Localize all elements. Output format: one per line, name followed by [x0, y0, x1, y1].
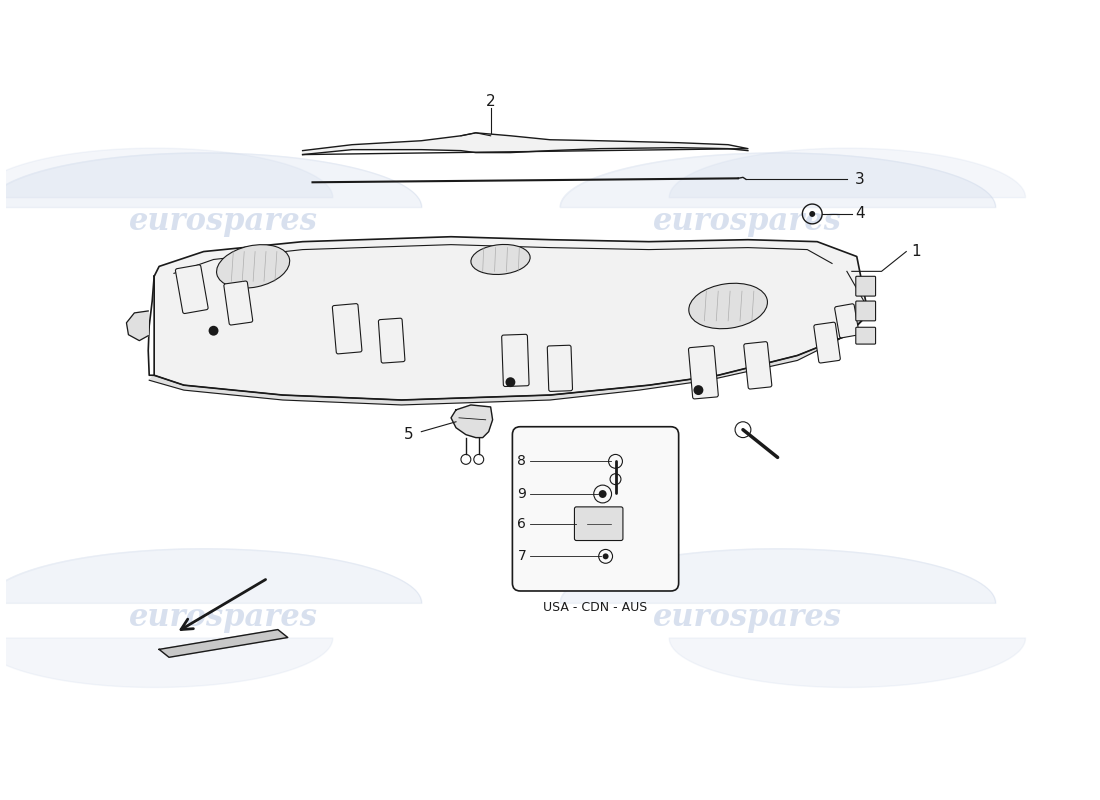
- Text: eurospares: eurospares: [653, 602, 843, 634]
- Polygon shape: [160, 630, 288, 658]
- Text: eurospares: eurospares: [129, 602, 318, 634]
- Circle shape: [598, 490, 606, 498]
- FancyBboxPatch shape: [835, 304, 859, 338]
- FancyBboxPatch shape: [856, 301, 876, 321]
- Text: 4: 4: [855, 206, 865, 222]
- Polygon shape: [451, 405, 493, 438]
- Polygon shape: [154, 237, 867, 400]
- FancyBboxPatch shape: [332, 304, 362, 354]
- Text: 3: 3: [855, 172, 865, 187]
- Polygon shape: [150, 321, 861, 405]
- Polygon shape: [302, 133, 748, 154]
- Ellipse shape: [689, 283, 768, 329]
- FancyBboxPatch shape: [224, 281, 253, 325]
- FancyBboxPatch shape: [574, 507, 623, 541]
- FancyBboxPatch shape: [689, 346, 718, 399]
- Text: eurospares: eurospares: [129, 206, 318, 238]
- Ellipse shape: [217, 245, 289, 288]
- FancyBboxPatch shape: [548, 346, 572, 391]
- Text: USA - CDN - AUS: USA - CDN - AUS: [543, 601, 648, 614]
- Text: 2: 2: [486, 94, 495, 109]
- Circle shape: [603, 554, 608, 559]
- FancyBboxPatch shape: [378, 318, 405, 363]
- Ellipse shape: [471, 245, 530, 274]
- Circle shape: [810, 211, 815, 217]
- Circle shape: [506, 378, 516, 387]
- Text: 7: 7: [517, 550, 526, 563]
- FancyBboxPatch shape: [513, 426, 679, 591]
- FancyBboxPatch shape: [502, 334, 529, 386]
- Text: 9: 9: [517, 487, 526, 501]
- Text: eurospares: eurospares: [653, 206, 843, 238]
- FancyBboxPatch shape: [814, 322, 840, 363]
- Circle shape: [209, 326, 219, 336]
- Text: 1: 1: [911, 244, 921, 259]
- FancyBboxPatch shape: [856, 276, 876, 296]
- Text: 8: 8: [517, 454, 526, 468]
- Circle shape: [693, 385, 703, 395]
- FancyBboxPatch shape: [856, 327, 876, 344]
- Text: 6: 6: [517, 517, 526, 530]
- Text: 5: 5: [404, 427, 414, 442]
- FancyBboxPatch shape: [744, 342, 772, 389]
- Polygon shape: [126, 311, 148, 341]
- FancyBboxPatch shape: [175, 265, 208, 314]
